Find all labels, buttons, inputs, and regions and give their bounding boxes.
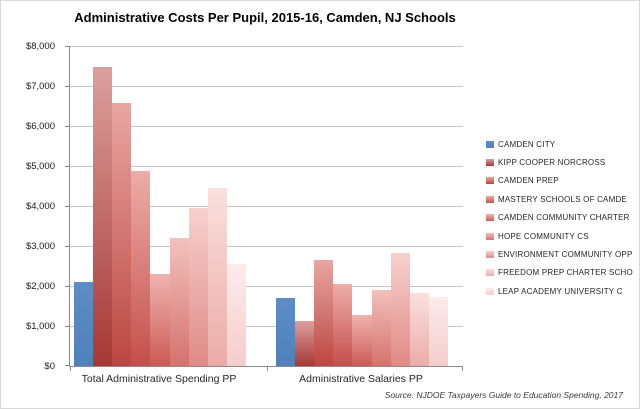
- legend-label: HOPE COMMUNITY CS: [498, 231, 589, 241]
- bar-environment-community-opp: [188, 207, 208, 366]
- y-axis-label: $6,000: [25, 121, 55, 132]
- bar-environment-community-opp: [390, 253, 410, 366]
- y-axis-tick: [65, 286, 70, 287]
- legend-item: CAMDEN COMMUNITY CHARTER: [486, 209, 633, 227]
- bar-camden-city: [74, 282, 94, 366]
- x-axis-tick: [70, 367, 71, 371]
- gridline: [70, 86, 463, 87]
- x-axis-tick: [266, 367, 268, 371]
- legend-swatch-icon: [486, 140, 494, 148]
- bar-camden-prep: [314, 260, 334, 366]
- y-axis-tick: [65, 166, 70, 167]
- legend-swatch-icon: [486, 232, 494, 240]
- y-axis-label: $4,000: [25, 201, 55, 212]
- source-note: Source: NJDOE Taxpayers Guide to Educati…: [384, 390, 623, 400]
- y-axis-tick: [65, 126, 70, 127]
- chart-title: Administrative Costs Per Pupil, 2015-16,…: [74, 10, 456, 25]
- plot-area: [65, 46, 463, 371]
- bar-hope-community-cs: [371, 290, 391, 366]
- gridline: [70, 326, 463, 327]
- y-axis-tick: [65, 246, 70, 247]
- legend-swatch-icon: [486, 214, 494, 222]
- y-axis-label: $5,000: [25, 161, 55, 172]
- y-axis-label: $0: [44, 361, 55, 372]
- gridline: [70, 166, 463, 167]
- bar-hope-community-cs: [169, 238, 189, 366]
- legend-label: CAMDEN CITY: [498, 139, 556, 149]
- legend-swatch-icon: [486, 287, 494, 295]
- y-axis-label: $7,000: [25, 81, 55, 92]
- chart-legend: CAMDEN CITY KIPP COOPER NORCROSS CAMDEN PR…: [486, 135, 633, 301]
- y-axis-label: $1,000: [25, 321, 55, 332]
- x-category-label-2: Administrative Salaries PP: [299, 373, 423, 385]
- bar-group-total-administrative-spending: [74, 46, 246, 366]
- legend-item: FREEDOM PREP CHARTER SCHO: [486, 264, 633, 282]
- bar-camden-community-charter: [352, 315, 372, 366]
- bar-freedom-prep-charter-scho: [207, 187, 227, 366]
- legend-swatch-icon: [486, 195, 494, 203]
- y-axis-tick: [65, 326, 70, 327]
- gridline: [70, 46, 463, 47]
- legend-swatch-icon: [486, 251, 494, 259]
- bar-camden-prep: [112, 102, 132, 366]
- y-axis-label: $2,000: [25, 281, 55, 292]
- legend-item: MASTERY SCHOOLS OF CAMDE: [486, 190, 633, 208]
- legend-swatch-icon: [486, 159, 494, 167]
- legend-label: MASTERY SCHOOLS OF CAMDE: [498, 194, 627, 204]
- bar-leap-academy-university-c: [428, 296, 448, 366]
- legend-swatch-icon: [486, 177, 494, 185]
- legend-swatch-icon: [486, 269, 494, 277]
- x-category-label-1: Total Administrative Spending PP: [81, 373, 237, 385]
- y-axis-tick: [65, 206, 70, 207]
- y-axis-tick: [65, 46, 70, 47]
- y-axis-tick: [65, 86, 70, 87]
- y-axis-label: $8,000: [25, 41, 55, 52]
- bar-mastery-schools-of-camde: [333, 283, 353, 366]
- bar-kipp-cooper-norcross: [93, 67, 113, 366]
- legend-label: CAMDEN PREP: [498, 176, 559, 186]
- legend-item: CAMDEN PREP: [486, 172, 633, 190]
- legend-item: LEAP ACADEMY UNIVERSITY C: [486, 282, 633, 300]
- bar-camden-community-charter: [150, 274, 170, 366]
- gridline: [70, 126, 463, 127]
- legend-item: HOPE COMMUNITY CS: [486, 227, 633, 245]
- bar-group-administrative-salaries: [276, 46, 448, 366]
- legend-label: FREEDOM PREP CHARTER SCHO: [498, 268, 633, 278]
- bar-camden-city: [276, 297, 296, 366]
- legend-label: CAMDEN COMMUNITY CHARTER: [498, 213, 630, 223]
- legend-label: LEAP ACADEMY UNIVERSITY C: [498, 286, 623, 296]
- legend-item: ENVIRONMENT COMMUNITY OPP: [486, 245, 633, 263]
- y-axis-tick: [65, 365, 70, 366]
- legend-item: CAMDEN CITY: [486, 135, 633, 153]
- gridline: [70, 206, 463, 207]
- legend-label: ENVIRONMENT COMMUNITY OPP: [498, 250, 633, 260]
- legend-item: KIPP COOPER NORCROSS: [486, 153, 633, 171]
- gridline: [70, 286, 463, 287]
- y-axis-label: $3,000: [25, 241, 55, 252]
- bar-freedom-prep-charter-scho: [409, 292, 429, 366]
- bar-kipp-cooper-norcross: [295, 320, 315, 366]
- bar-leap-academy-university-c: [226, 264, 246, 366]
- bar-mastery-schools-of-camde: [131, 171, 151, 366]
- gridline: [70, 246, 463, 247]
- legend-label: KIPP COOPER NORCROSS: [498, 158, 606, 168]
- x-axis-tick: [462, 367, 463, 371]
